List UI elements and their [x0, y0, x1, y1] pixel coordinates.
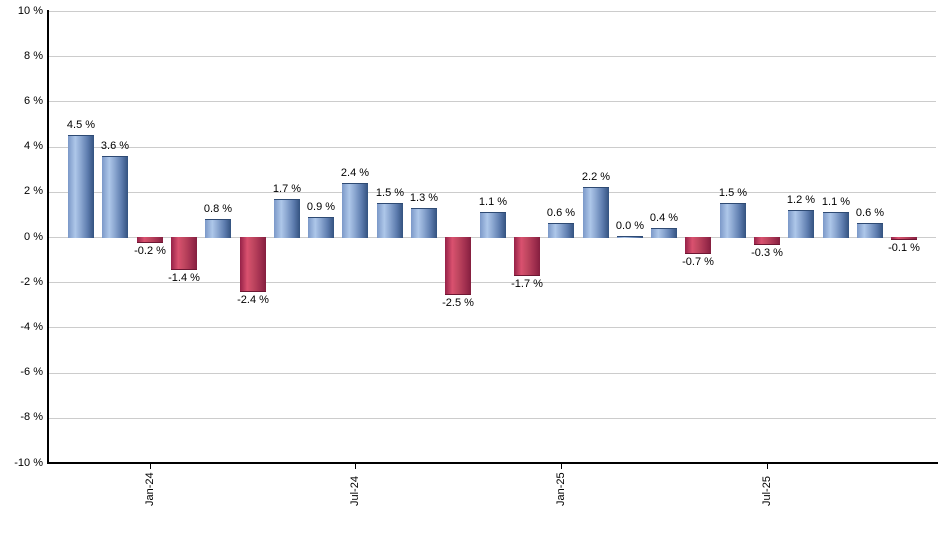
bar-negative: [171, 237, 197, 270]
bar-value-label: -0.1 %: [888, 242, 920, 254]
bar-positive: [342, 183, 368, 238]
bar-positive: [68, 135, 94, 238]
bar-negative: [514, 237, 540, 276]
bar-value-label: 0.4 %: [649, 212, 679, 224]
x-tick-mark: [561, 464, 562, 469]
bar-positive: [857, 223, 883, 238]
x-axis-line: [47, 462, 938, 464]
x-tick-label: Jan-24: [144, 472, 156, 506]
bar-value-label: 1.5 %: [718, 187, 748, 199]
bar-value-label: 4.5 %: [66, 119, 96, 131]
x-tick-mark: [150, 464, 151, 469]
bar-positive: [617, 236, 643, 238]
y-grid-line: [49, 192, 936, 193]
bar-value-label: -2.5 %: [442, 297, 474, 309]
bar-value-label: 0.6 %: [546, 207, 576, 219]
bar-positive: [308, 217, 334, 238]
bar-value-label: 2.2 %: [581, 171, 611, 183]
y-tick-label: -2 %: [20, 276, 43, 288]
bar-positive: [102, 156, 128, 238]
bar-value-label: 2.4 %: [340, 167, 370, 179]
y-grid-line: [49, 56, 936, 57]
y-grid-line: [49, 418, 936, 419]
bar-positive: [480, 212, 506, 238]
bar-negative: [754, 237, 780, 245]
x-tick-label: Jul-24: [349, 476, 361, 506]
x-tick-mark: [767, 464, 768, 469]
y-tick-label: 10 %: [17, 5, 43, 17]
y-tick-label: -4 %: [20, 321, 43, 333]
y-tick-label: -8 %: [20, 411, 43, 423]
bar-positive: [651, 228, 677, 238]
bar-negative: [445, 237, 471, 295]
y-tick-label: 6 %: [24, 95, 43, 107]
y-grid-line: [49, 327, 936, 328]
y-tick-label: -10 %: [14, 457, 43, 469]
y-tick-label: 4 %: [24, 140, 43, 152]
bar-positive: [548, 223, 574, 238]
bar-value-label: 1.1 %: [478, 196, 508, 208]
bar-negative: [137, 237, 163, 243]
x-tick-label: Jul-25: [761, 476, 773, 506]
bar-value-label: -0.2 %: [134, 245, 166, 257]
x-tick-mark: [355, 464, 356, 469]
bar-value-label: 0.0 %: [615, 220, 645, 232]
y-grid-line: [49, 147, 936, 148]
bar-value-label: 1.2 %: [786, 194, 816, 206]
bar-value-label: 1.1 %: [821, 196, 851, 208]
bar-value-label: 1.5 %: [375, 187, 405, 199]
y-grid-line: [49, 11, 936, 12]
bar-value-label: 3.6 %: [100, 140, 130, 152]
bar-positive: [823, 212, 849, 238]
y-grid-line: [49, 101, 936, 102]
y-tick-label: 2 %: [24, 185, 43, 197]
bar-value-label: -1.7 %: [511, 278, 543, 290]
bar-positive: [583, 187, 609, 238]
y-grid-line: [49, 373, 936, 374]
bar-positive: [205, 219, 231, 238]
bar-value-label: 1.3 %: [409, 192, 439, 204]
bar-negative: [891, 237, 917, 240]
bar-positive: [788, 210, 814, 238]
bar-positive: [720, 203, 746, 238]
bar-negative: [685, 237, 711, 254]
y-tick-label: 0 %: [24, 231, 43, 243]
y-tick-label: -6 %: [20, 366, 43, 378]
bar-value-label: -0.7 %: [682, 256, 714, 268]
bar-value-label: -1.4 %: [168, 272, 200, 284]
bar-positive: [411, 208, 437, 238]
y-tick-label: 8 %: [24, 50, 43, 62]
bar-value-label: -2.4 %: [237, 294, 269, 306]
bar-positive: [377, 203, 403, 238]
bar-value-label: 0.8 %: [203, 203, 233, 215]
bar-positive: [274, 199, 300, 238]
bar-value-label: 0.6 %: [855, 207, 885, 219]
y-axis-line: [47, 10, 49, 464]
bar-value-label: -0.3 %: [751, 247, 783, 259]
x-tick-label: Jan-25: [555, 472, 567, 506]
bar-value-label: 0.9 %: [306, 201, 336, 213]
bar-value-label: 1.7 %: [272, 183, 302, 195]
y-grid-line: [49, 282, 936, 283]
bar-negative: [240, 237, 266, 292]
